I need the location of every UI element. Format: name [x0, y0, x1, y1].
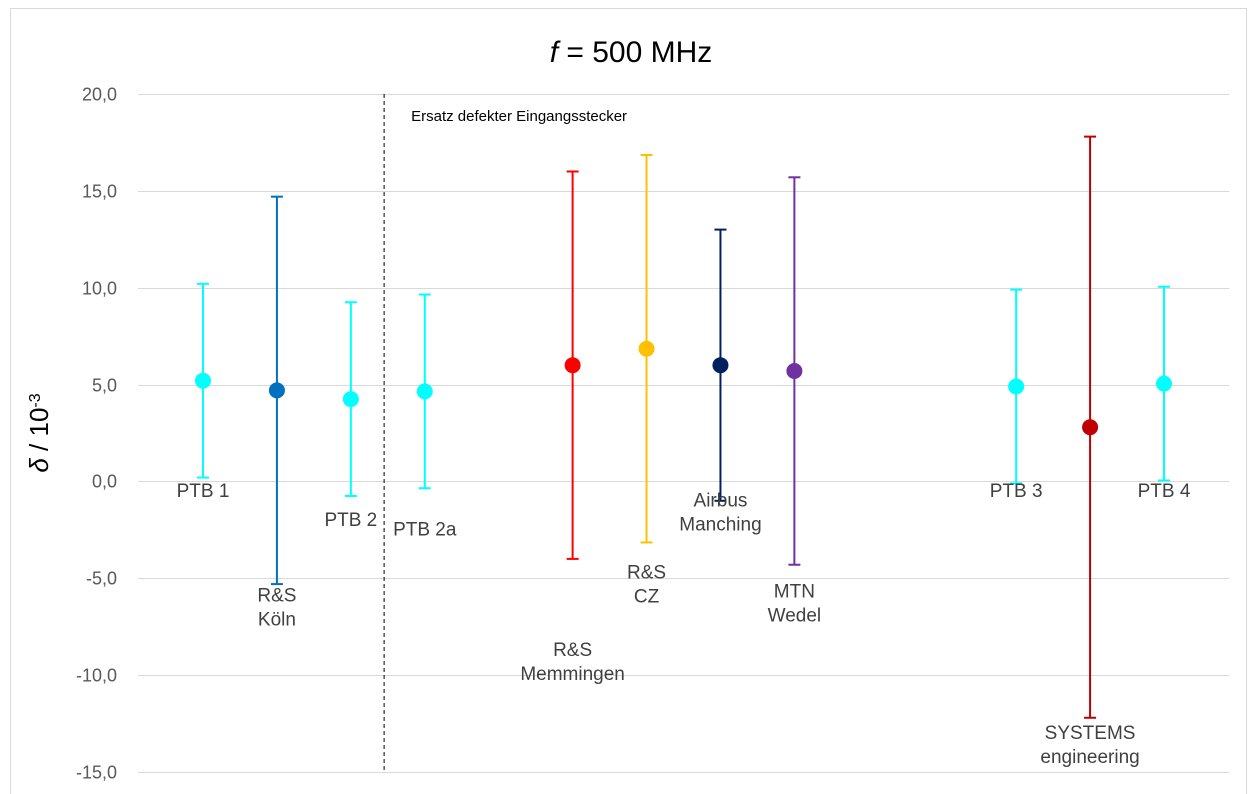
y-axis-symbol: δ: [24, 458, 54, 473]
annotation-group: Ersatz defekter Eingangsstecker: [383, 94, 627, 772]
point-label: PTB 1: [177, 481, 230, 502]
point-label-line: Airbus: [694, 491, 748, 512]
data-point: [564, 357, 581, 374]
gridlines: [138, 94, 1229, 773]
y-tick-label: 20,0: [82, 85, 117, 105]
point-label-line: PTB 1: [177, 481, 230, 502]
point-label-line: PTB 2: [324, 510, 377, 531]
point-label-line: Memmingen: [520, 664, 625, 685]
data-point: [1082, 419, 1099, 436]
point-label: PTB 3: [990, 481, 1043, 502]
data-point: [268, 382, 285, 399]
point-label: SYSTEMS engineering: [1040, 723, 1139, 768]
y-axis-sep: / 10: [24, 408, 54, 459]
point-label-line: engineering: [1040, 747, 1139, 768]
y-tick-label: 5,0: [92, 376, 117, 396]
title-symbol: f: [550, 36, 561, 69]
data-point: [786, 363, 803, 380]
point-label-line: Köln: [258, 610, 296, 631]
error-bars: [197, 135, 1170, 719]
y-tick-label: 15,0: [82, 182, 117, 202]
point-label-line: PTB 2a: [393, 520, 457, 541]
data-point: [1008, 378, 1025, 395]
y-tick-labels: -15,0 -10,0 -5,0 0,0 5,0 10,0 15,0 20,0: [76, 85, 117, 783]
point-label-line: R&S: [553, 640, 592, 661]
data-point: [342, 391, 359, 408]
point-label: R&S Memmingen: [520, 640, 625, 685]
point-label-line: Manching: [679, 515, 761, 536]
point-label: PTB 2: [324, 510, 377, 531]
data-point: [416, 383, 433, 400]
point-labels: PTB 1 R&S Köln PTB 2 PTB 2a R&S Memmingen R&S CZ…: [177, 481, 1191, 768]
point-label-line: CZ: [634, 586, 660, 607]
y-axis-exponent: -3: [27, 393, 44, 407]
point-label-line: R&S: [257, 586, 296, 607]
data-points: [195, 340, 1172, 436]
y-axis-label: δ / 10-3: [24, 393, 54, 472]
point-label: R&S CZ: [627, 562, 666, 607]
chart-frame: [10, 8, 1247, 794]
chart-title: f = 500 MHz: [550, 36, 713, 69]
point-label: PTB 4: [1138, 481, 1191, 502]
title-rest: = 500 MHz: [558, 36, 712, 69]
y-tick-label: 10,0: [82, 279, 117, 299]
point-label-line: PTB 4: [1138, 481, 1191, 502]
y-tick-label: 0,0: [92, 472, 117, 492]
data-point: [195, 372, 211, 389]
annotation-text: Ersatz defekter Eingangsstecker: [411, 108, 627, 125]
point-label: MTN Wedel: [768, 582, 822, 627]
point-label: Airbus Manching: [679, 491, 761, 536]
point-label-line: PTB 3: [990, 481, 1043, 502]
y-tick-label: -10,0: [76, 666, 117, 686]
data-point: [712, 357, 729, 374]
data-point: [638, 340, 655, 357]
point-label-line: MTN: [774, 582, 815, 603]
y-tick-label: -15,0: [76, 763, 117, 783]
point-label-line: SYSTEMS: [1045, 723, 1136, 744]
point-label-line: Wedel: [768, 606, 822, 627]
point-label: PTB 2a: [393, 520, 457, 541]
y-tick-label: -5,0: [86, 569, 117, 589]
point-label: R&S Köln: [257, 586, 296, 631]
point-label-line: R&S: [627, 562, 666, 583]
data-point: [1156, 375, 1172, 392]
